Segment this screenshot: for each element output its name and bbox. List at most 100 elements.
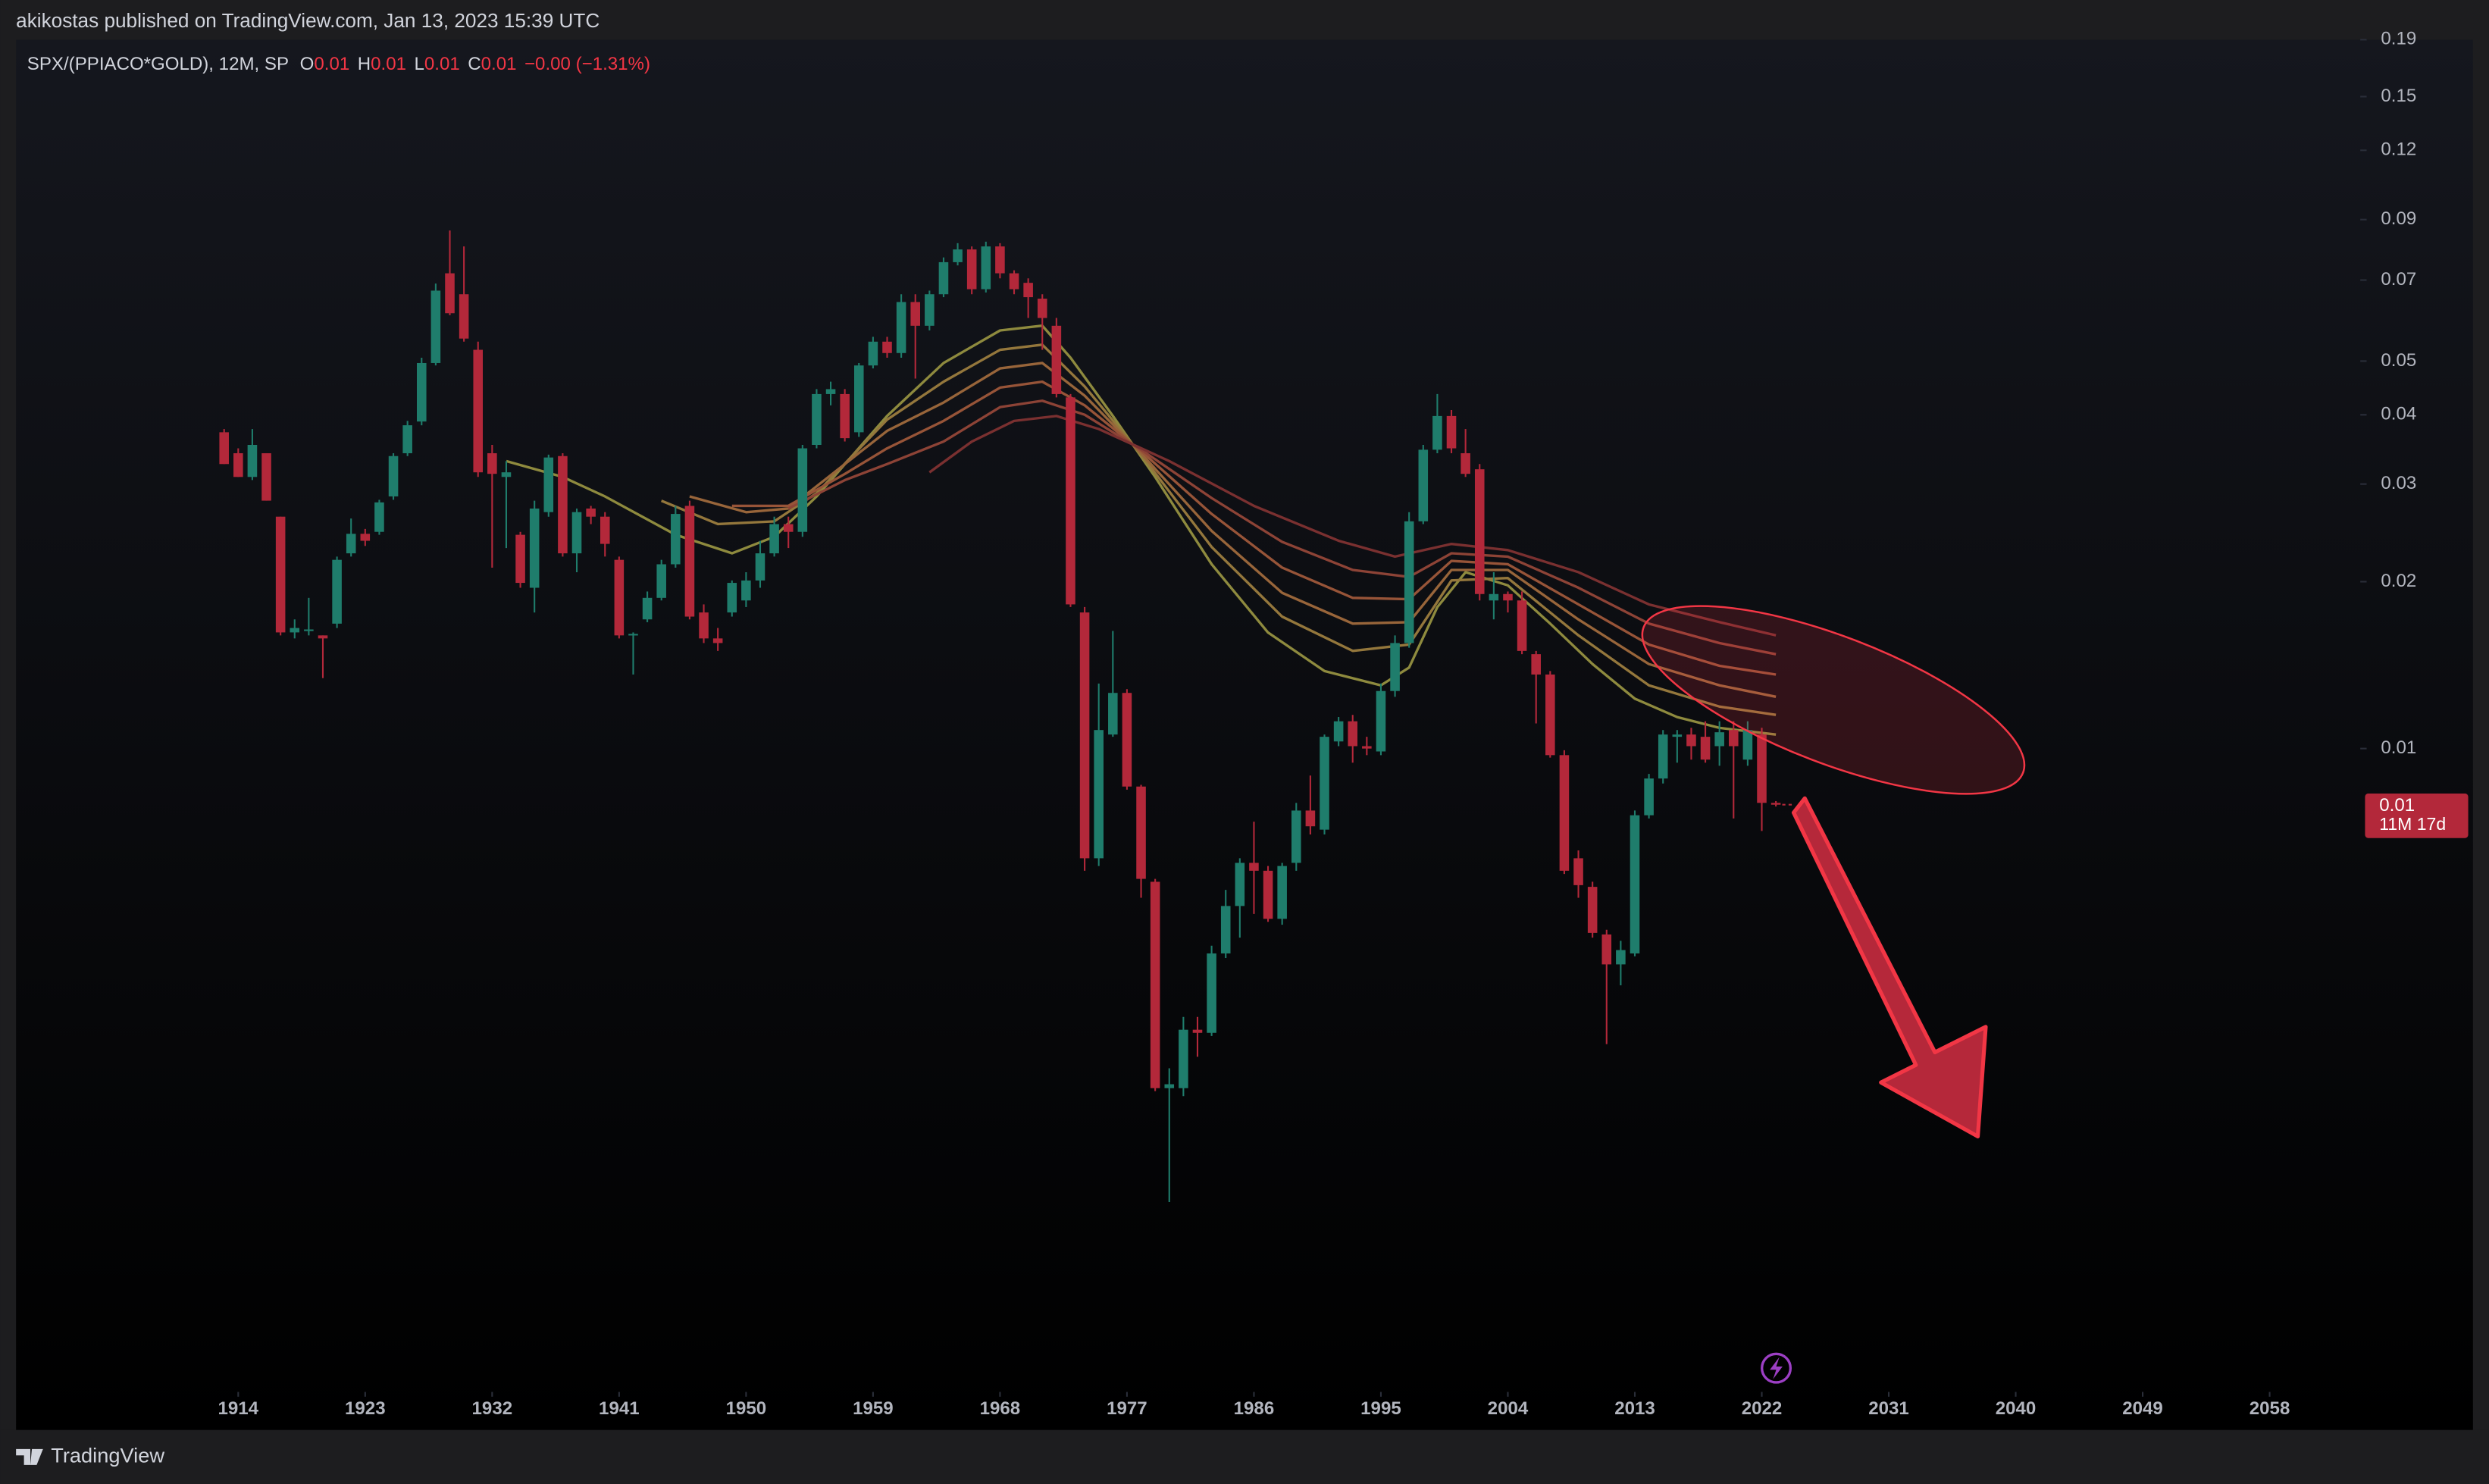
candle-body [1150, 881, 1160, 1088]
candle-body [1559, 755, 1570, 871]
x-tick-label: 2004 [1488, 1398, 1529, 1419]
candle-body [727, 583, 737, 613]
y-tick-label: 0.07 [2381, 269, 2416, 290]
candle-body [1305, 810, 1316, 827]
tradingview-logo[interactable] [16, 1448, 43, 1465]
axes: 0.01 0.02 0.03 0.04 0.05 0.07 0.09 0.12 0.15 0.19… [218, 29, 2469, 1419]
y-tick-label: 0.03 [2381, 473, 2416, 493]
candle-body [684, 506, 695, 617]
candle-body [304, 629, 314, 631]
candle-body [1601, 934, 1612, 965]
candle-body [558, 456, 568, 554]
candle-body [1686, 734, 1696, 747]
candle-body [1094, 730, 1104, 859]
highlight-ellipse [1641, 605, 2026, 795]
x-tick-label: 1968 [980, 1398, 1021, 1419]
candle-body [402, 425, 412, 453]
x-tick-label: 2040 [1996, 1398, 2037, 1419]
candle-body [797, 448, 808, 532]
candle-body [1644, 778, 1654, 816]
x-tick-label: 1959 [853, 1398, 894, 1419]
candle-body [1757, 734, 1767, 803]
candle-body [388, 456, 399, 496]
candle-body [1235, 863, 1245, 906]
candle-body [1291, 810, 1301, 863]
symbol: SPX/(PPIACO*GOLD), 12M, SP [27, 54, 289, 74]
ohlc-label: H [358, 54, 371, 74]
candle-body [1079, 612, 1090, 859]
candle-body [1503, 593, 1513, 601]
candle-body [247, 444, 258, 477]
x-tick-label: 1932 [472, 1398, 513, 1419]
candle-body [1263, 870, 1273, 919]
candle-body [430, 290, 441, 363]
bar-countdown: 11M 17d [2379, 814, 2446, 834]
y-tick-label: 0.09 [2381, 208, 2416, 229]
candle-body [1023, 283, 1033, 298]
candle-body [1672, 734, 1683, 737]
candle-body [459, 294, 469, 339]
candle-body [473, 349, 484, 473]
x-tick-label: 2049 [2122, 1398, 2163, 1419]
brand[interactable]: TradingView [51, 1444, 164, 1467]
candle-body [1348, 721, 1358, 747]
x-tick-label: 1923 [345, 1398, 386, 1419]
x-tick-label: 2022 [1742, 1398, 1783, 1419]
candle-body [1700, 737, 1711, 760]
candle-body [783, 524, 794, 532]
candle-body [1037, 299, 1047, 318]
y-tick-label: 0.05 [2381, 350, 2416, 371]
publish-info: akikostas published on TradingView.com, … [16, 9, 600, 32]
y-tick-label: 0.04 [2381, 404, 2416, 424]
ohlc-label: O [300, 54, 315, 74]
candle-body [938, 261, 949, 295]
candle-body [1658, 734, 1668, 779]
candle-body [346, 534, 356, 554]
y-tick-label: 0.15 [2381, 86, 2416, 106]
ohlc-label: C [468, 54, 481, 74]
candle-body [1489, 593, 1499, 601]
candle-body [1742, 730, 1753, 760]
candle-body [586, 508, 596, 517]
candle-body [925, 294, 935, 326]
candle-body [1277, 866, 1287, 919]
x-tick-label: 1977 [1107, 1398, 1147, 1419]
x-tick-label: 2031 [1868, 1398, 1909, 1419]
y-tick-label: 0.01 [2381, 737, 2416, 758]
candle-body [1207, 953, 1216, 1033]
candle-body [445, 273, 455, 314]
candle-body [656, 564, 666, 598]
candle-body [1545, 674, 1555, 756]
candle-body [600, 516, 610, 544]
lightning-icon[interactable] [1761, 1352, 1792, 1384]
legend-text: SPX/(PPIACO*GOLD), 12M, SP O0.01 H0.01 L0.0… [27, 54, 650, 74]
candle-body [1051, 325, 1062, 394]
x-tick-label: 1941 [599, 1398, 640, 1419]
candle-body [741, 580, 751, 601]
x-tick-label: 2058 [2249, 1398, 2290, 1419]
candle-body [501, 472, 512, 477]
candle-body [1517, 600, 1527, 651]
candle-body [981, 246, 991, 290]
candle-body [360, 534, 371, 541]
candle-body [487, 452, 497, 474]
candle-body [995, 246, 1005, 274]
candle-body [1192, 1029, 1203, 1033]
candle-body [571, 512, 582, 554]
candle-body [1404, 521, 1414, 643]
candle-body [1320, 737, 1329, 830]
candle-body [1390, 643, 1400, 691]
candle-body [219, 432, 229, 465]
candle-body [318, 635, 328, 639]
candle-body [1136, 786, 1146, 879]
last-price-box [2365, 794, 2469, 838]
candle-body [1531, 654, 1541, 675]
candle-body [1729, 730, 1739, 747]
candle-body [275, 516, 286, 633]
candle-body [755, 553, 765, 581]
ribbon-line [787, 399, 1777, 656]
candle-body [1108, 693, 1118, 735]
legend: SPX/(PPIACO*GOLD), 12M, SP O0.01 H0.01 L0.0… [27, 54, 650, 74]
candle-body [1474, 469, 1485, 594]
